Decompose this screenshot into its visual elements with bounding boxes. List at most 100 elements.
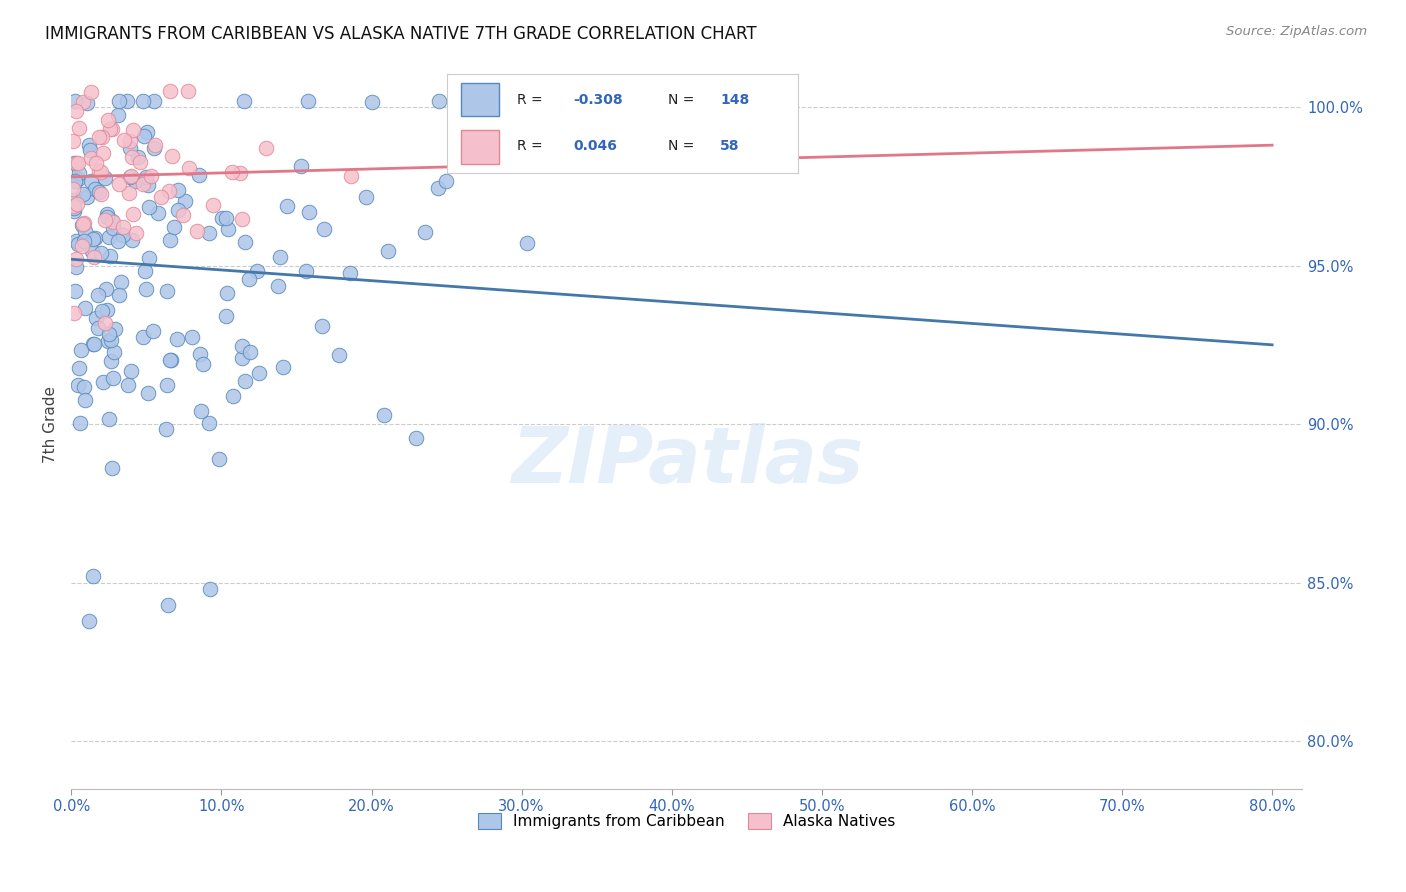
Point xyxy=(138,200,160,214)
Point xyxy=(434,174,457,188)
Point xyxy=(77,614,100,628)
Point xyxy=(138,251,160,265)
Point xyxy=(132,177,155,191)
Point xyxy=(83,231,105,245)
Point xyxy=(117,378,139,392)
Point xyxy=(101,214,124,228)
Point xyxy=(91,376,114,390)
Point xyxy=(65,156,87,170)
Point xyxy=(94,282,117,296)
Point xyxy=(97,326,120,341)
Point xyxy=(70,218,93,232)
Point xyxy=(159,353,181,368)
Point xyxy=(100,354,122,368)
Point xyxy=(66,172,89,186)
Point xyxy=(238,272,260,286)
Point xyxy=(97,113,120,128)
Point xyxy=(65,103,87,118)
Point xyxy=(108,288,131,302)
Point xyxy=(69,417,91,431)
Point xyxy=(186,224,208,238)
Point xyxy=(415,225,437,239)
Point xyxy=(73,392,96,407)
Point xyxy=(107,108,129,122)
Point xyxy=(76,190,98,204)
Point xyxy=(132,330,155,344)
Point xyxy=(120,364,142,378)
Point xyxy=(127,150,149,164)
Point xyxy=(82,337,104,351)
Point xyxy=(181,330,204,344)
Point xyxy=(163,220,186,235)
Point xyxy=(65,234,87,248)
Point xyxy=(191,357,214,371)
Point xyxy=(98,229,121,244)
Point xyxy=(354,190,377,204)
Text: Source: ZipAtlas.com: Source: ZipAtlas.com xyxy=(1226,25,1367,38)
Point xyxy=(197,226,219,240)
Point xyxy=(94,213,117,227)
Point xyxy=(80,85,103,99)
Point xyxy=(177,84,200,98)
Point xyxy=(89,129,111,144)
Point xyxy=(90,165,112,179)
Point xyxy=(101,371,124,385)
Point xyxy=(96,210,118,224)
Point xyxy=(120,134,142,148)
Point xyxy=(188,347,211,361)
Point xyxy=(82,569,104,583)
Point xyxy=(297,94,319,108)
Point xyxy=(62,134,84,148)
Point xyxy=(111,219,134,234)
Point xyxy=(65,260,87,275)
Point xyxy=(201,198,224,212)
Point xyxy=(271,359,294,374)
Point xyxy=(159,352,181,367)
Point xyxy=(93,170,115,185)
Point xyxy=(72,95,94,109)
Point xyxy=(190,403,212,417)
Point xyxy=(82,244,104,258)
Point xyxy=(79,143,101,157)
Point xyxy=(177,161,200,176)
Point xyxy=(72,234,94,248)
Point xyxy=(143,141,166,155)
Point xyxy=(73,223,96,237)
Point xyxy=(211,211,233,225)
Point xyxy=(104,321,127,335)
Point xyxy=(100,334,122,348)
Point xyxy=(107,94,129,108)
Point xyxy=(143,138,166,153)
Point xyxy=(135,169,157,184)
Point xyxy=(63,306,86,320)
Point xyxy=(215,309,238,323)
Point xyxy=(429,94,451,108)
Point xyxy=(100,460,122,475)
Point xyxy=(231,338,253,352)
Point xyxy=(80,151,103,165)
Point xyxy=(233,374,256,388)
Point xyxy=(63,193,86,207)
Point xyxy=(231,351,253,366)
Point xyxy=(217,221,239,235)
Point xyxy=(98,122,121,136)
Point xyxy=(62,199,84,213)
Point xyxy=(146,206,169,220)
Point xyxy=(67,120,90,135)
Point xyxy=(63,204,86,219)
Point xyxy=(229,166,252,180)
Point xyxy=(208,452,231,467)
Point xyxy=(70,343,93,358)
Point xyxy=(118,186,141,200)
Point xyxy=(197,416,219,430)
Point xyxy=(312,222,335,236)
Point xyxy=(166,183,188,197)
Point xyxy=(90,130,112,145)
Point xyxy=(77,137,100,152)
Point xyxy=(142,94,165,108)
Point xyxy=(63,285,86,299)
Point xyxy=(97,334,120,349)
Point xyxy=(67,237,90,252)
Point xyxy=(110,275,132,289)
Point xyxy=(132,94,155,108)
